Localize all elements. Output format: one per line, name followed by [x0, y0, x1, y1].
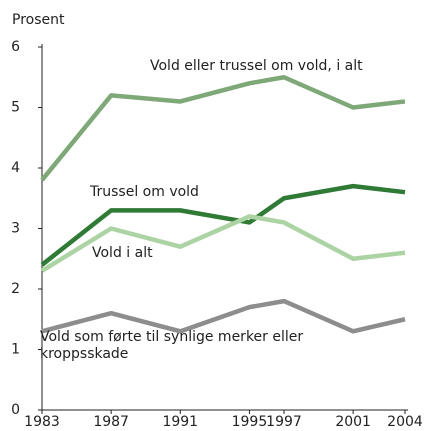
y-tick-label: 0 [11, 402, 20, 418]
series-label: Vold i alt [92, 245, 153, 261]
x-tick-label: 1983 [24, 414, 60, 430]
x-tick-label: 2004 [387, 414, 423, 430]
y-axis-label: Prosent [12, 12, 65, 28]
series-label: Trussel om vold [90, 184, 199, 200]
series-line [41, 298, 406, 334]
x-tick-label: 1991 [162, 414, 198, 430]
y-tick-label: 1 [11, 342, 20, 358]
x-tick-label: 2001 [335, 414, 371, 430]
series-line [40, 75, 406, 182]
x-tick-label: 1997 [266, 414, 302, 430]
y-tick-label: 6 [11, 39, 20, 55]
y-tick-label: 2 [11, 281, 20, 297]
x-tick-label: 1995 [232, 414, 268, 430]
y-tick-label: 4 [11, 160, 20, 176]
series-line [40, 214, 406, 273]
series-line [40, 183, 406, 267]
y-tick-label: 3 [11, 221, 20, 237]
series-label: Vold som førte til synlige merker eller … [40, 329, 304, 362]
x-tick-label: 1987 [93, 414, 129, 430]
y-tick-label: 5 [11, 100, 20, 116]
series-label: Vold eller trussel om vold, i alt [150, 58, 363, 74]
